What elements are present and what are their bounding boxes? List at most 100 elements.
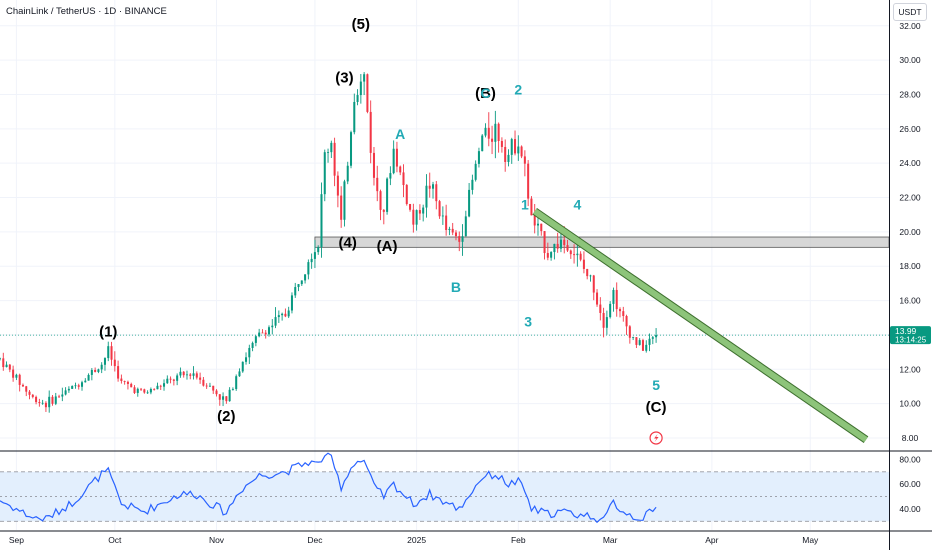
candle-body (382, 209, 385, 212)
candle-body (2, 358, 5, 368)
wave-label-minor: 1 (521, 197, 529, 213)
candle-body (622, 311, 625, 316)
candle-body (107, 346, 110, 359)
wave-label-primary: (C) (646, 399, 667, 416)
rsi-tick-label: 40.00 (899, 504, 921, 514)
candle-body (638, 340, 641, 345)
candle-body (484, 127, 487, 136)
candle-body (448, 228, 451, 231)
candles-layer (0, 72, 658, 413)
candle-body (435, 184, 438, 202)
candle-body (628, 326, 631, 338)
candle-body (281, 313, 284, 316)
candle-body (546, 253, 549, 258)
candle-body (432, 184, 435, 189)
candle-body (402, 172, 405, 186)
candle-body (553, 243, 556, 253)
price-tick-label: 24.00 (899, 158, 921, 168)
candle-body (176, 375, 179, 381)
candle-body (146, 392, 149, 394)
candle-body (500, 140, 503, 147)
candle-body (645, 344, 648, 351)
candle-body (523, 156, 526, 164)
candle-body (31, 394, 34, 397)
symbol-title[interactable]: ChainLink / TetherUS · 1D · BINANCE (6, 6, 167, 17)
price-tick-label: 30.00 (899, 55, 921, 65)
time-tick-label: Feb (511, 535, 526, 545)
candle-body (635, 337, 638, 345)
candle-body (612, 289, 615, 304)
candle-body (514, 139, 517, 154)
candle-body (468, 189, 471, 217)
candle-body (261, 332, 264, 334)
candle-body (428, 185, 431, 189)
candle-body (126, 381, 129, 384)
candle-body (353, 101, 356, 133)
candle-body (313, 252, 316, 259)
candle-body (471, 179, 474, 190)
wave-label-primary: (B) (475, 85, 496, 102)
candle-body (67, 388, 70, 391)
candle-body (54, 396, 57, 404)
candle-body (199, 377, 202, 380)
candle-body (477, 151, 480, 164)
candle-body (48, 396, 51, 408)
grid-layer (0, 0, 889, 530)
wave-label-primary: (4) (339, 234, 357, 251)
candle-body (225, 396, 228, 402)
candle-body (179, 371, 182, 376)
candle-body (530, 198, 533, 216)
candle-body (632, 337, 635, 339)
candle-body (550, 252, 553, 258)
candle-body (35, 396, 38, 403)
wave-label-minor: 5 (652, 377, 660, 393)
candle-body (18, 374, 21, 385)
candle-body (87, 374, 90, 381)
candle-body (372, 152, 375, 178)
candle-body (389, 173, 392, 179)
candle-body (543, 231, 546, 254)
rsi-tick-label: 60.00 (899, 479, 921, 489)
candle-body (596, 292, 599, 305)
candle-body (451, 228, 454, 233)
candle-body (290, 295, 293, 311)
candle-body (133, 387, 136, 393)
candle-body (507, 154, 510, 162)
candle-body (117, 366, 120, 379)
candle-body (231, 388, 234, 390)
candle-body (228, 389, 231, 402)
price-badge-countdown: 13:14:25 (895, 336, 927, 345)
wave-label-primary: (1) (99, 324, 117, 341)
candle-body (333, 142, 336, 176)
price-tick-label: 32.00 (899, 21, 921, 31)
candle-body (208, 385, 211, 387)
wave-label-primary: (3) (335, 69, 353, 86)
price-tick-label: 16.00 (899, 296, 921, 306)
candle-body (599, 304, 602, 313)
candle-body (504, 146, 507, 162)
candle-body (517, 146, 520, 154)
time-tick-label: Mar (603, 535, 618, 545)
candle-body (205, 385, 208, 387)
candle-body (569, 250, 572, 255)
wave-label-primary: (2) (217, 408, 235, 425)
time-tick-label: Sep (9, 535, 24, 545)
candle-body (655, 335, 658, 338)
candle-body (58, 396, 61, 398)
candle-body (64, 390, 67, 395)
candle-body (277, 315, 280, 318)
candle-body (386, 178, 389, 212)
candle-body (510, 139, 513, 155)
candle-body (651, 337, 654, 339)
candle-body (215, 390, 218, 395)
candle-body (579, 253, 582, 260)
candle-body (90, 369, 93, 375)
currency-label[interactable]: USDT (893, 3, 927, 21)
candle-body (307, 262, 310, 275)
candle-body (28, 391, 31, 395)
candle-body (422, 207, 425, 214)
candle-body (248, 347, 251, 358)
candle-body (454, 232, 457, 237)
price-tick-label: 26.00 (899, 124, 921, 134)
